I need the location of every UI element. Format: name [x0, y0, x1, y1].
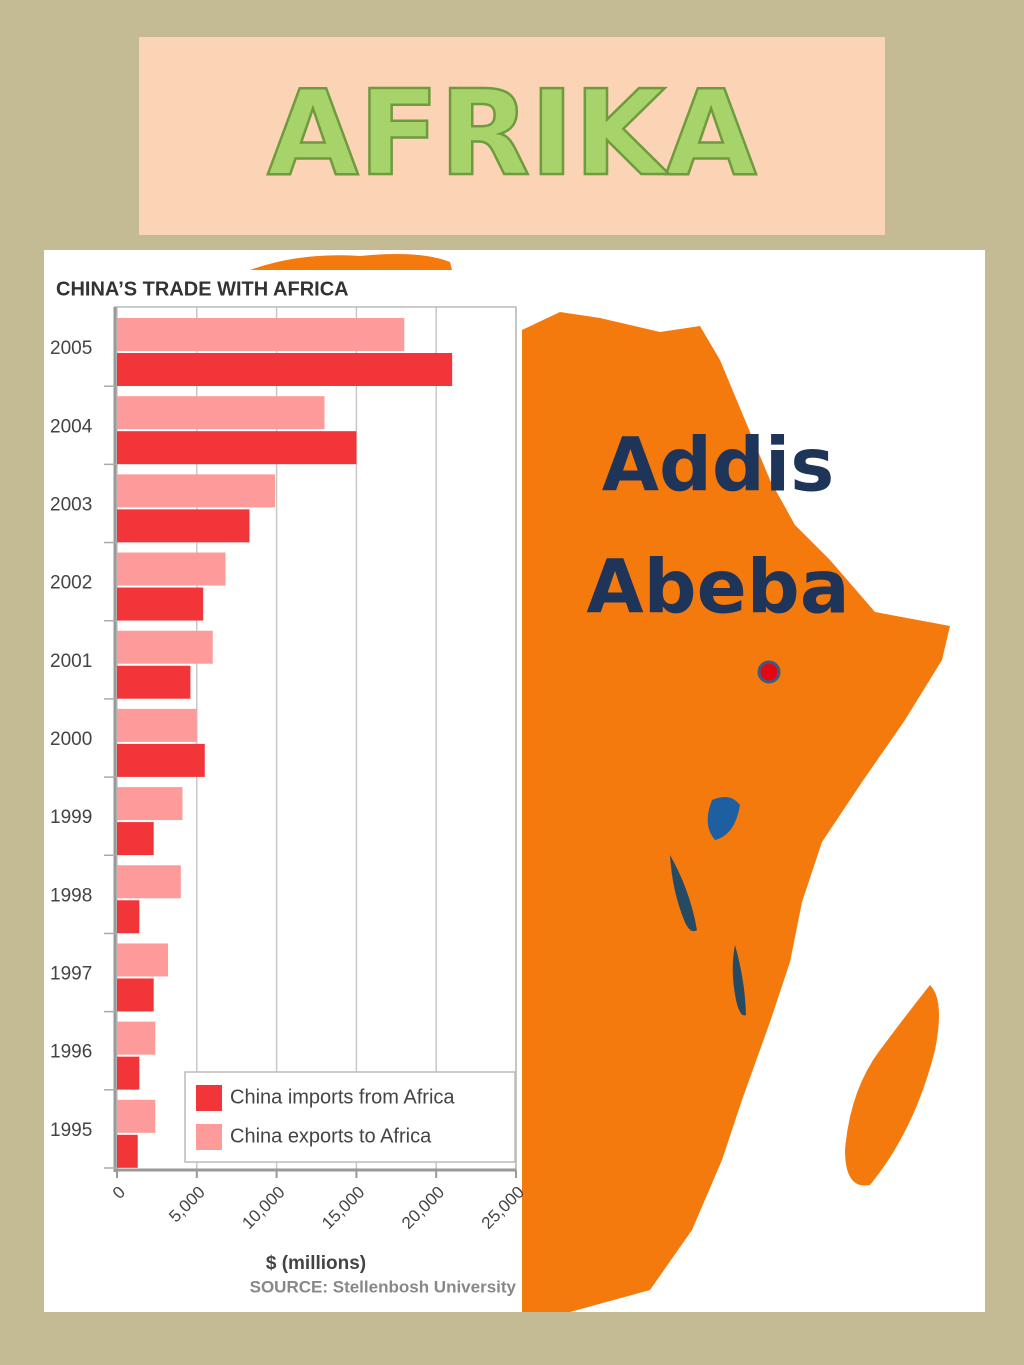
map-lake	[670, 855, 697, 932]
bar	[117, 900, 140, 934]
bar	[117, 665, 191, 699]
x-axis-title: $ (millions)	[266, 1253, 366, 1274]
legend-label: China imports from Africa	[230, 1086, 455, 1108]
bar	[117, 1056, 140, 1090]
slide-title: AFRIKA	[267, 64, 756, 202]
bar	[117, 743, 205, 777]
legend-swatch	[196, 1124, 222, 1150]
bar	[117, 630, 213, 664]
title-box	[139, 37, 885, 235]
y-tick-label: 1995	[50, 1120, 92, 1141]
map-lake	[707, 796, 740, 840]
bar	[117, 587, 204, 621]
bar	[117, 318, 405, 351]
bar	[117, 474, 276, 508]
bar	[117, 822, 154, 856]
y-tick-label: 1998	[50, 885, 92, 906]
map-label: Addis	[602, 423, 835, 509]
bar	[117, 978, 154, 1012]
y-tick-label: 2005	[50, 338, 92, 359]
bar	[117, 431, 357, 465]
y-tick-label: 1999	[50, 807, 92, 828]
bar	[117, 943, 169, 977]
city-marker	[757, 660, 781, 684]
bar	[117, 865, 181, 899]
legend-box	[184, 1071, 516, 1163]
bar	[117, 396, 325, 430]
y-tick-label: 1996	[50, 1042, 92, 1063]
map-land	[250, 254, 452, 270]
legend-swatch	[196, 1085, 222, 1111]
source: SOURCE: Stellenbosh University	[250, 1277, 517, 1296]
map: Addis Abeba	[250, 254, 950, 1312]
y-tick-label: 2003	[50, 494, 92, 515]
bar	[117, 552, 226, 586]
chart-title: CHINA’S TRADE WITH AFRICA	[56, 278, 349, 300]
bar	[117, 353, 453, 386]
bar	[117, 787, 183, 821]
legend-label: China exports to Africa	[230, 1125, 432, 1147]
map-island	[845, 985, 939, 1186]
bar	[117, 1134, 138, 1168]
bar	[117, 1099, 156, 1133]
bar	[117, 708, 197, 742]
bar	[117, 509, 250, 543]
bar	[117, 1021, 156, 1055]
y-tick-label: 2002	[50, 573, 92, 594]
map-label: Abeba	[586, 545, 849, 631]
map-lake	[732, 945, 746, 1016]
y-tick-label: 2001	[50, 651, 92, 672]
y-tick-label: 2000	[50, 729, 92, 750]
y-tick-label: 2004	[50, 416, 93, 437]
y-tick-label: 1997	[50, 964, 92, 985]
